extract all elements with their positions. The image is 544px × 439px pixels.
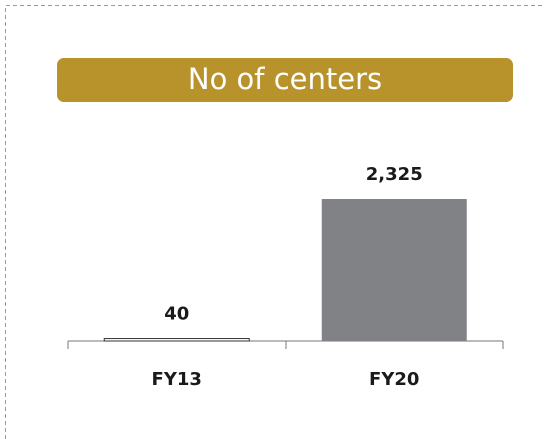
title-banner [57,58,513,102]
chart-title: No of centers [188,62,382,96]
x-tick-label: FY13 [152,369,202,390]
value-label: 40 [164,304,189,325]
bar [321,199,467,341]
dashed-frame [5,5,544,439]
bar [103,338,250,342]
x-tick-label: FY20 [369,369,419,390]
value-label: 2,325 [366,164,423,185]
